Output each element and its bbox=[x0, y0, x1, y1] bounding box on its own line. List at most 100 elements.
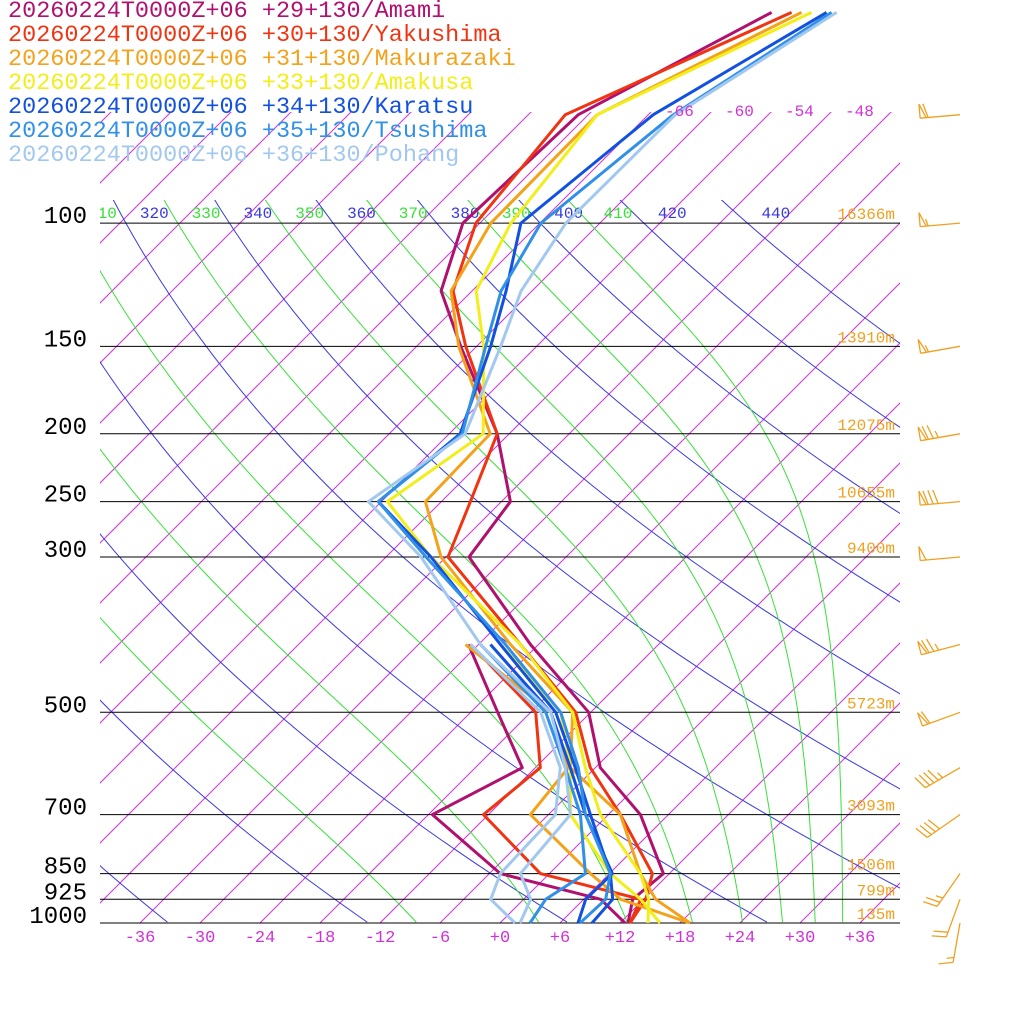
temperature-line bbox=[446, 11, 793, 924]
isotherm bbox=[100, 112, 412, 424]
x-tick-label: -36 bbox=[125, 929, 156, 948]
moist-adiabat bbox=[100, 616, 417, 923]
legend-entry: 20260224T0000Z+06 +30+130/Yakushima bbox=[8, 22, 502, 49]
height-label: 135m bbox=[857, 906, 895, 924]
isotherm bbox=[100, 112, 532, 544]
moist-adiabat-label: 330 bbox=[192, 205, 221, 223]
wind-barb-shape bbox=[918, 103, 961, 119]
x-tick-label: -18 bbox=[305, 929, 336, 948]
legend-entry: 20260224T0000Z+06 +29+130/Amami bbox=[8, 0, 445, 25]
isotherm bbox=[100, 112, 712, 724]
wind-barbs bbox=[914, 103, 961, 965]
temperature-line bbox=[376, 11, 833, 924]
wind-barb bbox=[931, 899, 961, 938]
pressure-label: 250 bbox=[44, 483, 87, 510]
wind-barb-shape bbox=[918, 212, 961, 228]
legend-entry: 20260224T0000Z+06 +34+130/Karatsu bbox=[8, 94, 473, 121]
isotherm bbox=[859, 882, 900, 924]
x-tick-label: +6 bbox=[550, 929, 570, 948]
moist-adiabat bbox=[567, 200, 844, 923]
wind-barb-shape bbox=[917, 425, 961, 442]
legend-entry: 20260224T0000Z+06 +36+130/Pohang bbox=[8, 142, 459, 169]
wind-barb-shape bbox=[917, 638, 961, 656]
dry-adiabat-label: 380 bbox=[451, 205, 480, 223]
height-label: 13910m bbox=[837, 329, 895, 347]
x-tick-label: +30 bbox=[785, 929, 816, 948]
wind-barb-shape bbox=[917, 339, 961, 354]
wind-barb-shape bbox=[918, 546, 961, 562]
wind-barb bbox=[917, 425, 961, 442]
height-label: 1506m bbox=[847, 857, 895, 875]
wind-barb bbox=[914, 767, 961, 789]
isotherm-label: -54 bbox=[785, 103, 814, 121]
pressure-label: 150 bbox=[44, 327, 87, 354]
height-label: 799m bbox=[857, 882, 895, 900]
dry-adiabat-label: 400 bbox=[554, 205, 583, 223]
wind-barb bbox=[918, 546, 961, 562]
temperature-line bbox=[376, 11, 828, 924]
dry-adiabat bbox=[518, 200, 900, 515]
dry-adiabat-label: 340 bbox=[243, 205, 272, 223]
isotherm bbox=[100, 112, 652, 664]
isotherm bbox=[100, 112, 892, 904]
wind-barb-shape bbox=[931, 899, 961, 938]
height-label: 5723m bbox=[847, 695, 895, 713]
moist-adiabat-label: 270 bbox=[0, 205, 11, 223]
legend-entry: 20260224T0000Z+06 +33+130/Amakusa bbox=[8, 70, 473, 97]
isotherm bbox=[259, 282, 900, 924]
wind-barb bbox=[917, 339, 961, 354]
isotherm bbox=[319, 342, 900, 924]
moist-adiabat bbox=[100, 448, 540, 923]
height-label: 9400m bbox=[847, 540, 895, 558]
pressure-label: 100 bbox=[44, 204, 87, 231]
moist-adiabat-label: 290 bbox=[0, 205, 13, 223]
isotherm bbox=[799, 822, 900, 924]
wind-barb-shape bbox=[915, 814, 961, 839]
height-label: 16366m bbox=[837, 206, 895, 224]
isotherm bbox=[100, 112, 292, 304]
dry-adiabat bbox=[100, 699, 368, 923]
isotherm bbox=[139, 162, 900, 924]
moist-adiabat-label: 310 bbox=[88, 205, 117, 223]
pressure-label: 300 bbox=[44, 538, 87, 565]
pressure-label: 500 bbox=[44, 693, 87, 720]
height-label: 12075m bbox=[837, 417, 895, 435]
isotherm bbox=[499, 522, 900, 924]
legend-entry: 20260224T0000Z+06 +31+130/Makurazaki bbox=[8, 46, 516, 73]
dry-adiabat-label: 320 bbox=[140, 205, 169, 223]
moist-adiabat-label: 370 bbox=[399, 205, 428, 223]
wind-barb bbox=[915, 814, 961, 839]
wind-barb bbox=[923, 873, 961, 907]
isotherm bbox=[100, 112, 772, 784]
wind-barb bbox=[917, 711, 961, 727]
dry-adiabat bbox=[619, 200, 900, 428]
pressure-label: 925 bbox=[44, 880, 87, 907]
dry-adiabat bbox=[100, 533, 568, 923]
wind-barb-shape bbox=[923, 873, 961, 907]
dry-adiabat bbox=[112, 200, 900, 889]
x-tick-label: +36 bbox=[845, 929, 876, 948]
pressure-label: 850 bbox=[44, 855, 87, 882]
isotherm bbox=[199, 222, 900, 924]
moist-adiabat-label: 410 bbox=[603, 205, 632, 223]
isotherm-label: -60 bbox=[725, 103, 754, 121]
temperature-line bbox=[439, 11, 773, 924]
pressure-label: 1000 bbox=[29, 904, 87, 931]
isotherm-label: -66 bbox=[665, 103, 694, 121]
dry-adiabat bbox=[100, 360, 768, 923]
x-tick-label: +12 bbox=[605, 929, 636, 948]
moist-adiabat bbox=[163, 200, 693, 923]
x-tick-label: +0 bbox=[490, 929, 510, 948]
labels: -66 -60 -54 -48 100 16366m 150 13910m 200 12075m 2… bbox=[29, 103, 895, 948]
isotherm bbox=[100, 112, 352, 364]
wind-barb-shape bbox=[938, 922, 961, 965]
isotherm bbox=[100, 112, 472, 484]
temperature-line bbox=[366, 11, 838, 924]
isotherm bbox=[559, 582, 900, 924]
pressure-label: 200 bbox=[44, 415, 87, 442]
moist-adiabat bbox=[100, 269, 628, 923]
isotherm bbox=[619, 642, 900, 924]
dry-adiabat bbox=[720, 200, 900, 345]
dry-adiabat-label: 440 bbox=[761, 205, 790, 223]
